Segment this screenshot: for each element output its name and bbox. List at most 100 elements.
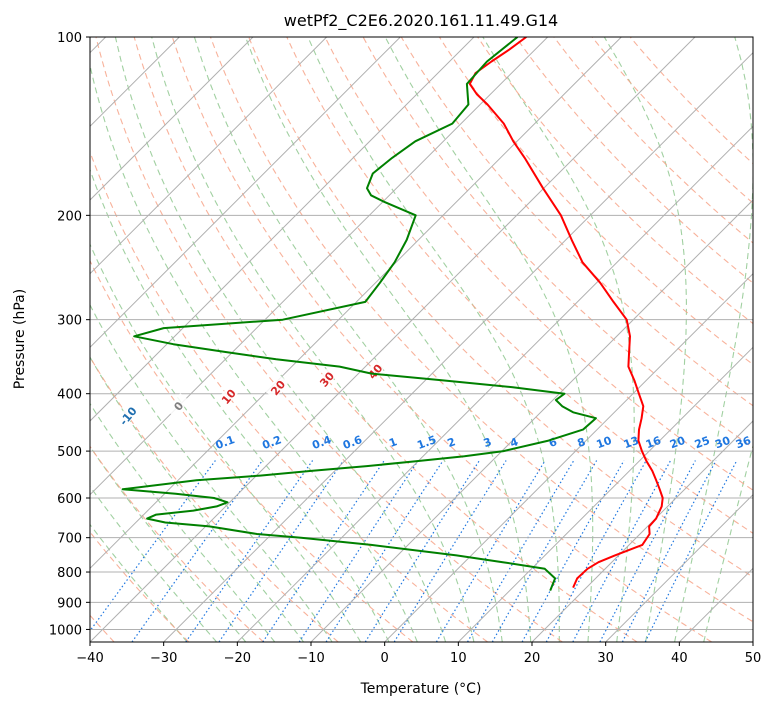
mixing-ratio-line xyxy=(218,460,344,642)
moist-adiabat-line xyxy=(307,37,560,642)
x-tick-label: 20 xyxy=(524,651,541,666)
moist-adiabat-line xyxy=(193,37,503,642)
dry-adiabat-line xyxy=(133,37,638,642)
x-axis: −40 −30 −20 −10 0 10 20 30 40 50 xyxy=(76,642,761,666)
dry-adiabat-line xyxy=(591,37,753,204)
x-tick-label: −40 xyxy=(76,651,103,666)
mixing-ratio-label: 10 xyxy=(595,434,614,452)
isotherm-line xyxy=(531,420,753,642)
moist-adiabat-line xyxy=(90,303,333,642)
isotherm-line xyxy=(605,493,753,642)
mixing-ratio-line xyxy=(90,460,216,632)
moist-adiabat-line xyxy=(90,63,418,642)
mixing-ratio-label: 13 xyxy=(622,434,641,451)
isotherm-line xyxy=(90,37,696,642)
x-tick-label: 40 xyxy=(671,651,688,666)
moist-adiabat-line xyxy=(482,37,635,642)
label-background xyxy=(115,403,139,428)
dry-adiabat-line xyxy=(209,37,753,623)
isobars xyxy=(90,37,753,630)
y-tick-label: 1000 xyxy=(49,623,82,638)
mixing-ratio-line xyxy=(466,460,575,642)
mixing-ratio-label: 6 xyxy=(547,435,559,450)
isotherm-line xyxy=(384,272,753,642)
moist-adiabat-line xyxy=(384,37,594,642)
moist-adiabats xyxy=(90,37,753,642)
label-background xyxy=(166,393,190,418)
mixing-ratio-label: 20 xyxy=(668,434,687,452)
x-tick-label: −10 xyxy=(297,651,324,666)
x-tick-label: 0 xyxy=(381,651,389,666)
mixing-ratio-line xyxy=(262,460,385,642)
dry-adiabat-line xyxy=(171,37,712,642)
dry-adiabat-line xyxy=(324,37,753,491)
moist-adiabat-line xyxy=(114,37,447,642)
label-background xyxy=(362,358,387,384)
isotherm-line xyxy=(90,37,549,496)
mixing-ratio-label: 8 xyxy=(576,435,588,450)
label-background xyxy=(314,366,338,392)
isotherm-line xyxy=(90,37,254,201)
mixing-ratio-label: 25 xyxy=(693,434,712,451)
mixing-ratio-label: 0.4 xyxy=(310,433,333,452)
y-tick-label: 700 xyxy=(57,532,82,547)
mixing-ratio-label: 36 xyxy=(734,434,753,452)
mixing-ratio-line xyxy=(393,460,507,642)
y-tick-label: 600 xyxy=(57,492,82,507)
dry-adiabat-line xyxy=(95,37,563,642)
x-tick-label: 10 xyxy=(450,651,467,666)
mixing-ratio-line xyxy=(185,460,314,642)
moist-adiabat-line xyxy=(90,445,247,642)
mixing-ratio-label: 0.2 xyxy=(260,433,283,452)
y-tick-label: 400 xyxy=(57,388,82,403)
label-background xyxy=(265,374,289,400)
moist-adiabat-line xyxy=(603,37,687,642)
isotherm-line xyxy=(90,37,475,422)
isotherm-line xyxy=(163,51,753,642)
mixing-ratio-label: 1.5 xyxy=(415,433,438,452)
label-background xyxy=(216,383,240,409)
x-tick-label: −20 xyxy=(224,651,251,666)
mixing-ratio-label: 4 xyxy=(508,435,520,450)
y-axis: 100 200 300 400 500 600 700 800 900 1000 xyxy=(49,31,90,638)
moist-adiabat-line xyxy=(151,37,475,642)
y-tick-label: 200 xyxy=(57,209,82,224)
y-axis-label: Pressure (hPa) xyxy=(12,289,28,389)
dry-adiabat-line xyxy=(90,259,414,642)
moist-adiabat-line xyxy=(90,523,188,642)
mixing-ratio-line xyxy=(131,460,263,642)
y-tick-label: 800 xyxy=(57,566,82,581)
moist-adiabat-line xyxy=(90,356,304,642)
mixing-ratio-label: 0.1 xyxy=(214,433,237,452)
y-tick-label: 900 xyxy=(57,596,82,611)
moist-adiabat-line xyxy=(703,443,753,642)
mixing-ratio-line xyxy=(644,460,738,642)
mixing-ratio-line xyxy=(521,460,625,642)
isotherm-line xyxy=(90,37,328,275)
dewpoint-profile xyxy=(121,37,597,591)
mixing-ratio-label: 2 xyxy=(446,435,458,450)
mixing-ratio-lines xyxy=(90,460,738,642)
y-tick-label: 100 xyxy=(57,31,82,46)
temperature-profile xyxy=(468,37,664,589)
plot-grid: 0.10.20.40.611.52346810131620253036-100-… xyxy=(90,37,753,642)
moist-adiabat-line xyxy=(90,243,362,642)
y-tick-label: 300 xyxy=(57,314,82,329)
x-tick-label: 50 xyxy=(745,651,762,666)
mixing-ratio-label: 16 xyxy=(644,434,663,452)
isotherm-line xyxy=(457,346,753,642)
dry-adiabat-line xyxy=(400,37,753,407)
plot-frame xyxy=(89,36,754,643)
mixing-ratio-label: 1 xyxy=(387,435,399,450)
x-tick-label: 30 xyxy=(597,651,614,666)
isotherm-line xyxy=(90,37,401,349)
moist-adiabat-line xyxy=(244,37,532,642)
x-tick-label: −30 xyxy=(150,651,177,666)
dry-adiabat-line xyxy=(90,445,264,642)
dry-adiabat-line xyxy=(477,37,753,325)
mixing-ratio-line xyxy=(491,460,598,642)
mixing-ratio-label: 0.6 xyxy=(341,433,364,452)
isotherm-line xyxy=(90,37,622,570)
